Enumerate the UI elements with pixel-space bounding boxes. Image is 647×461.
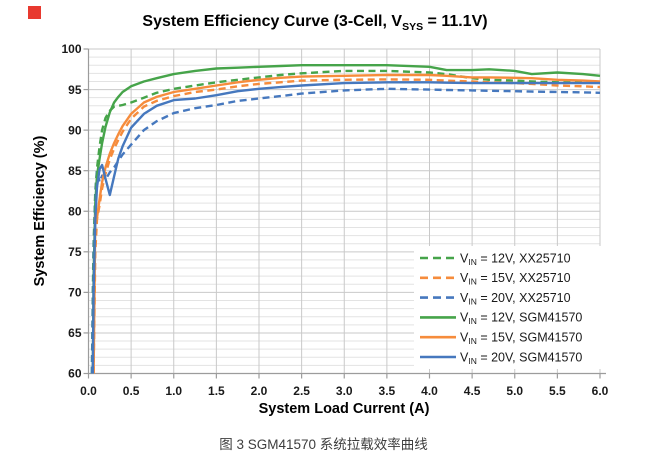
x-tick-label: 1.0 [165, 384, 182, 398]
legend-item: VIN = 12V, XX25710 [420, 251, 571, 267]
y-tick-label: 75 [68, 245, 82, 259]
x-tick-label: 0.5 [123, 384, 140, 398]
y-tick-label: 90 [68, 123, 82, 137]
series-line [91, 81, 600, 374]
x-tick-label: 6.0 [592, 384, 609, 398]
series-line [92, 73, 601, 374]
y-tick-labels: 100 95 90 85 80 75 70 65 60 [61, 42, 81, 381]
legend-label: VIN = 15V, XX25710 [460, 271, 571, 287]
figure-caption: 图 3 SGM41570 系统拉载效率曲线 [219, 437, 428, 452]
legend-label: VIN = 20V, SGM41570 [460, 350, 582, 366]
series-line [90, 69, 600, 374]
legend-background [414, 246, 618, 369]
y-tick-label: 60 [68, 367, 82, 381]
chart-title-suffix: = 11.1V) [423, 13, 488, 30]
red-marker [28, 6, 41, 19]
x-tick-label: 5.0 [506, 384, 523, 398]
legend-item: VIN = 20V, XX25710 [420, 291, 571, 307]
chart-title-subscript: SYS [402, 21, 424, 34]
y-tick-label: 80 [68, 204, 82, 218]
x-axis-title: System Load Current (A) [258, 401, 430, 417]
x-tick-label: 0.0 [80, 384, 97, 398]
y-tick-label: 65 [68, 326, 82, 340]
series-line [90, 87, 601, 374]
legend-item: VIN = 20V, SGM41570 [420, 350, 582, 366]
y-tick-label: 85 [68, 164, 82, 178]
x-tick-label: 1.5 [208, 384, 225, 398]
legend-item: VIN = 15V, SGM41570 [420, 331, 582, 347]
x-tick-label: 2.5 [293, 384, 310, 398]
chart-title: System Efficiency Curve (3-Cell, VSYS = … [10, 13, 620, 33]
series-line [91, 64, 601, 374]
legend-label: VIN = 12V, XX25710 [460, 251, 571, 267]
y-tick-label: 70 [68, 286, 82, 300]
chart-title-text: System Efficiency Curve (3-Cell, V [142, 13, 403, 30]
x-tick-label: 3.5 [379, 384, 396, 398]
x-tick-label: 4.5 [464, 384, 481, 398]
series-lines [90, 64, 601, 374]
legend-item: VIN = 12V, SGM41570 [420, 311, 582, 327]
x-tick-label: 3.0 [336, 384, 353, 398]
x-tick-labels: 0.0 0.5 1.0 1.5 2.0 2.5 3.0 3.5 4.0 4.5 5.0 5.5 6.0 [80, 384, 609, 398]
y-tick-label: 95 [68, 83, 82, 97]
y-axis-title: System Efficiency (%) [32, 135, 48, 287]
y-tick-label: 100 [61, 42, 81, 56]
x-tick-label: 4.0 [421, 384, 438, 398]
legend: VIN = 12V, XX25710 VIN = 15V, XX25710 VIN … [414, 246, 618, 369]
legend-item: VIN = 15V, XX25710 [420, 271, 571, 287]
x-tick-label: 5.5 [549, 384, 566, 398]
legend-label: VIN = 20V, XX25710 [460, 291, 571, 307]
axes [83, 48, 606, 379]
legend-label: VIN = 12V, SGM41570 [460, 311, 582, 327]
x-tick-label: 2.0 [251, 384, 268, 398]
legend-label: VIN = 15V, SGM41570 [460, 331, 582, 347]
